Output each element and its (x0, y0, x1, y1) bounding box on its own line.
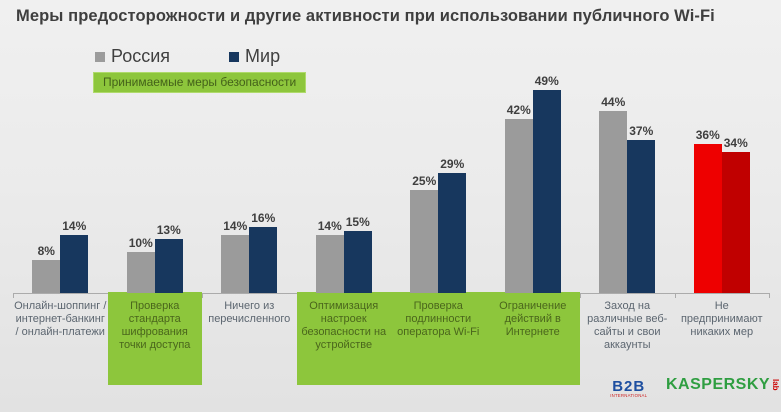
bar-value-label: 13% (156, 223, 181, 238)
bar-value-label: 16% (251, 210, 276, 225)
x-axis-tick (674, 293, 676, 298)
x-axis-tick (202, 293, 203, 298)
category-label-2: Проверка стандарта шифрования точки дост… (119, 300, 191, 351)
bar-world-category-6 (532, 90, 561, 293)
legend-item-russia: Россия (95, 46, 170, 67)
bar-value-label: 8% (37, 243, 55, 258)
bar-russia-category-6 (504, 119, 533, 293)
x-axis-tick (580, 293, 581, 298)
category-label-1: Онлайн-шоппинг / интернет-банкинг / онла… (14, 300, 107, 338)
category-column-4: 14% 15% Оптимизация настроек безопасности … (297, 0, 392, 412)
category-label-8: Не предпринимают никаких мер (680, 300, 763, 338)
legend: Россия Мир (95, 46, 280, 67)
category-column-5: 25% 29% Проверка подлинности оператора Wi-… (391, 0, 486, 412)
category-column-1: 8% 14% Онлайн-шоппинг / интернет-банкинг /… (13, 0, 108, 412)
legend-item-world: Мир (229, 46, 280, 67)
bar-pair: 25% 29% (391, 157, 486, 293)
kaspersky-logo-text: KASPERSKY (666, 376, 771, 393)
legend-label-russia: Россия (111, 46, 171, 66)
category-label-7: Заход на различные веб-сайты и свои акка… (587, 300, 668, 351)
bar-value-label: 29% (440, 156, 465, 171)
bar-wrap: 13% (154, 223, 183, 293)
kaspersky-logo-lab-text: lab (771, 379, 781, 391)
bar-value-label: 42% (506, 103, 531, 118)
x-axis-tick (769, 293, 770, 298)
bar-wrap: 14% (221, 219, 250, 293)
bar-wrap: 29% (438, 156, 467, 293)
category-label-3: Ничего из перечисленного (208, 300, 291, 325)
bar-world-category-5 (438, 172, 467, 293)
bar-wrap: 14% (315, 219, 344, 293)
bar-pair: 42% 49% (486, 74, 581, 293)
bar-wrap: 36% (693, 127, 722, 293)
bar-value-label: 15% (345, 214, 370, 229)
security-measures-highlight-block (107, 292, 202, 385)
legend-swatch-world (229, 51, 240, 62)
bar-wrap: 34% (721, 136, 750, 293)
bar-wrap: 8% (32, 243, 61, 293)
security-measures-badge: Принимаемые меры безопасности (93, 72, 307, 93)
bar-world-category-4 (343, 230, 372, 293)
bar-wrap: 42% (504, 103, 533, 293)
bar-russia-category-8 (693, 143, 722, 293)
bar-value-label: 14% (223, 219, 248, 234)
bar-wrap: 14% (60, 219, 89, 293)
category-column-6: 42% 49% Ограничение действий в Интернете (486, 0, 581, 412)
category-label-6: Ограничение действий в Интернете (499, 300, 567, 338)
b2b-logo-subtext: INTERNATIONAL (610, 394, 648, 399)
bar-wrap: 49% (532, 74, 561, 293)
page-title: Меры предосторожности и другие активност… (16, 7, 715, 25)
category-label-4: Оптимизация настроек безопасности на уст… (301, 300, 387, 351)
legend-swatch-russia (95, 51, 105, 62)
bar-pair: 14% 16% (202, 211, 297, 293)
bar-pair: 8% 14% (13, 219, 108, 293)
category-column-2: 10% 13% Проверка стандарта шифрования точк… (108, 0, 203, 412)
bar-wrap: 25% (410, 173, 439, 293)
bar-wrap: 44% (599, 94, 628, 293)
legend-label-world: Мир (245, 46, 281, 66)
bar-value-label: 10% (128, 235, 153, 250)
bar-wrap: 37% (627, 123, 656, 293)
bar-world-category-1 (60, 235, 89, 293)
bar-russia-category-4 (315, 235, 344, 293)
category-column-3: 14% 16% Ничего из перечисленного (202, 0, 297, 412)
x-axis-tick (13, 293, 14, 298)
security-measures-highlight-block (296, 292, 580, 385)
bar-wrap: 15% (343, 214, 372, 293)
bar-world-category-2 (154, 239, 183, 293)
bar-russia-category-1 (32, 259, 61, 293)
bar-russia-category-5 (410, 189, 439, 293)
bar-value-label: 49% (534, 74, 559, 89)
b2b-logo-text: B2B (612, 378, 646, 395)
category-column-7: 44% 37% Заход на различные веб-сайты и сво… (580, 0, 675, 412)
bar-chart: 8% 14% Онлайн-шоппинг / интернет-банкинг /… (13, 0, 770, 412)
category-column-8: 36% 34% Не предпринимают никаких мер (675, 0, 770, 412)
category-label-5: Проверка подлинности оператора Wi-Fi (397, 300, 480, 338)
bar-world-category-8 (721, 152, 750, 293)
bar-value-label: 44% (601, 94, 626, 109)
bar-russia-category-2 (126, 251, 155, 293)
bar-value-label: 25% (412, 173, 437, 188)
bar-pair: 36% 34% (675, 128, 770, 293)
bar-russia-category-7 (599, 110, 628, 293)
bar-value-label: 14% (62, 219, 87, 234)
bar-pair: 10% 13% (108, 223, 203, 293)
bar-russia-category-3 (221, 235, 250, 293)
bar-world-category-3 (249, 226, 278, 293)
bar-pair: 44% 37% (580, 95, 675, 293)
b2b-international-logo: B2B INTERNATIONAL (603, 379, 654, 400)
bar-value-label: 36% (695, 127, 720, 142)
bar-value-label: 37% (629, 123, 654, 138)
bar-pair: 14% 15% (297, 215, 392, 293)
bar-wrap: 16% (249, 210, 278, 293)
kaspersky-lab-logo: KASPERSKY lab (666, 376, 781, 394)
bar-world-category-7 (627, 139, 656, 293)
bar-value-label: 14% (317, 219, 342, 234)
bar-wrap: 10% (126, 235, 155, 293)
bar-value-label: 34% (723, 136, 748, 151)
